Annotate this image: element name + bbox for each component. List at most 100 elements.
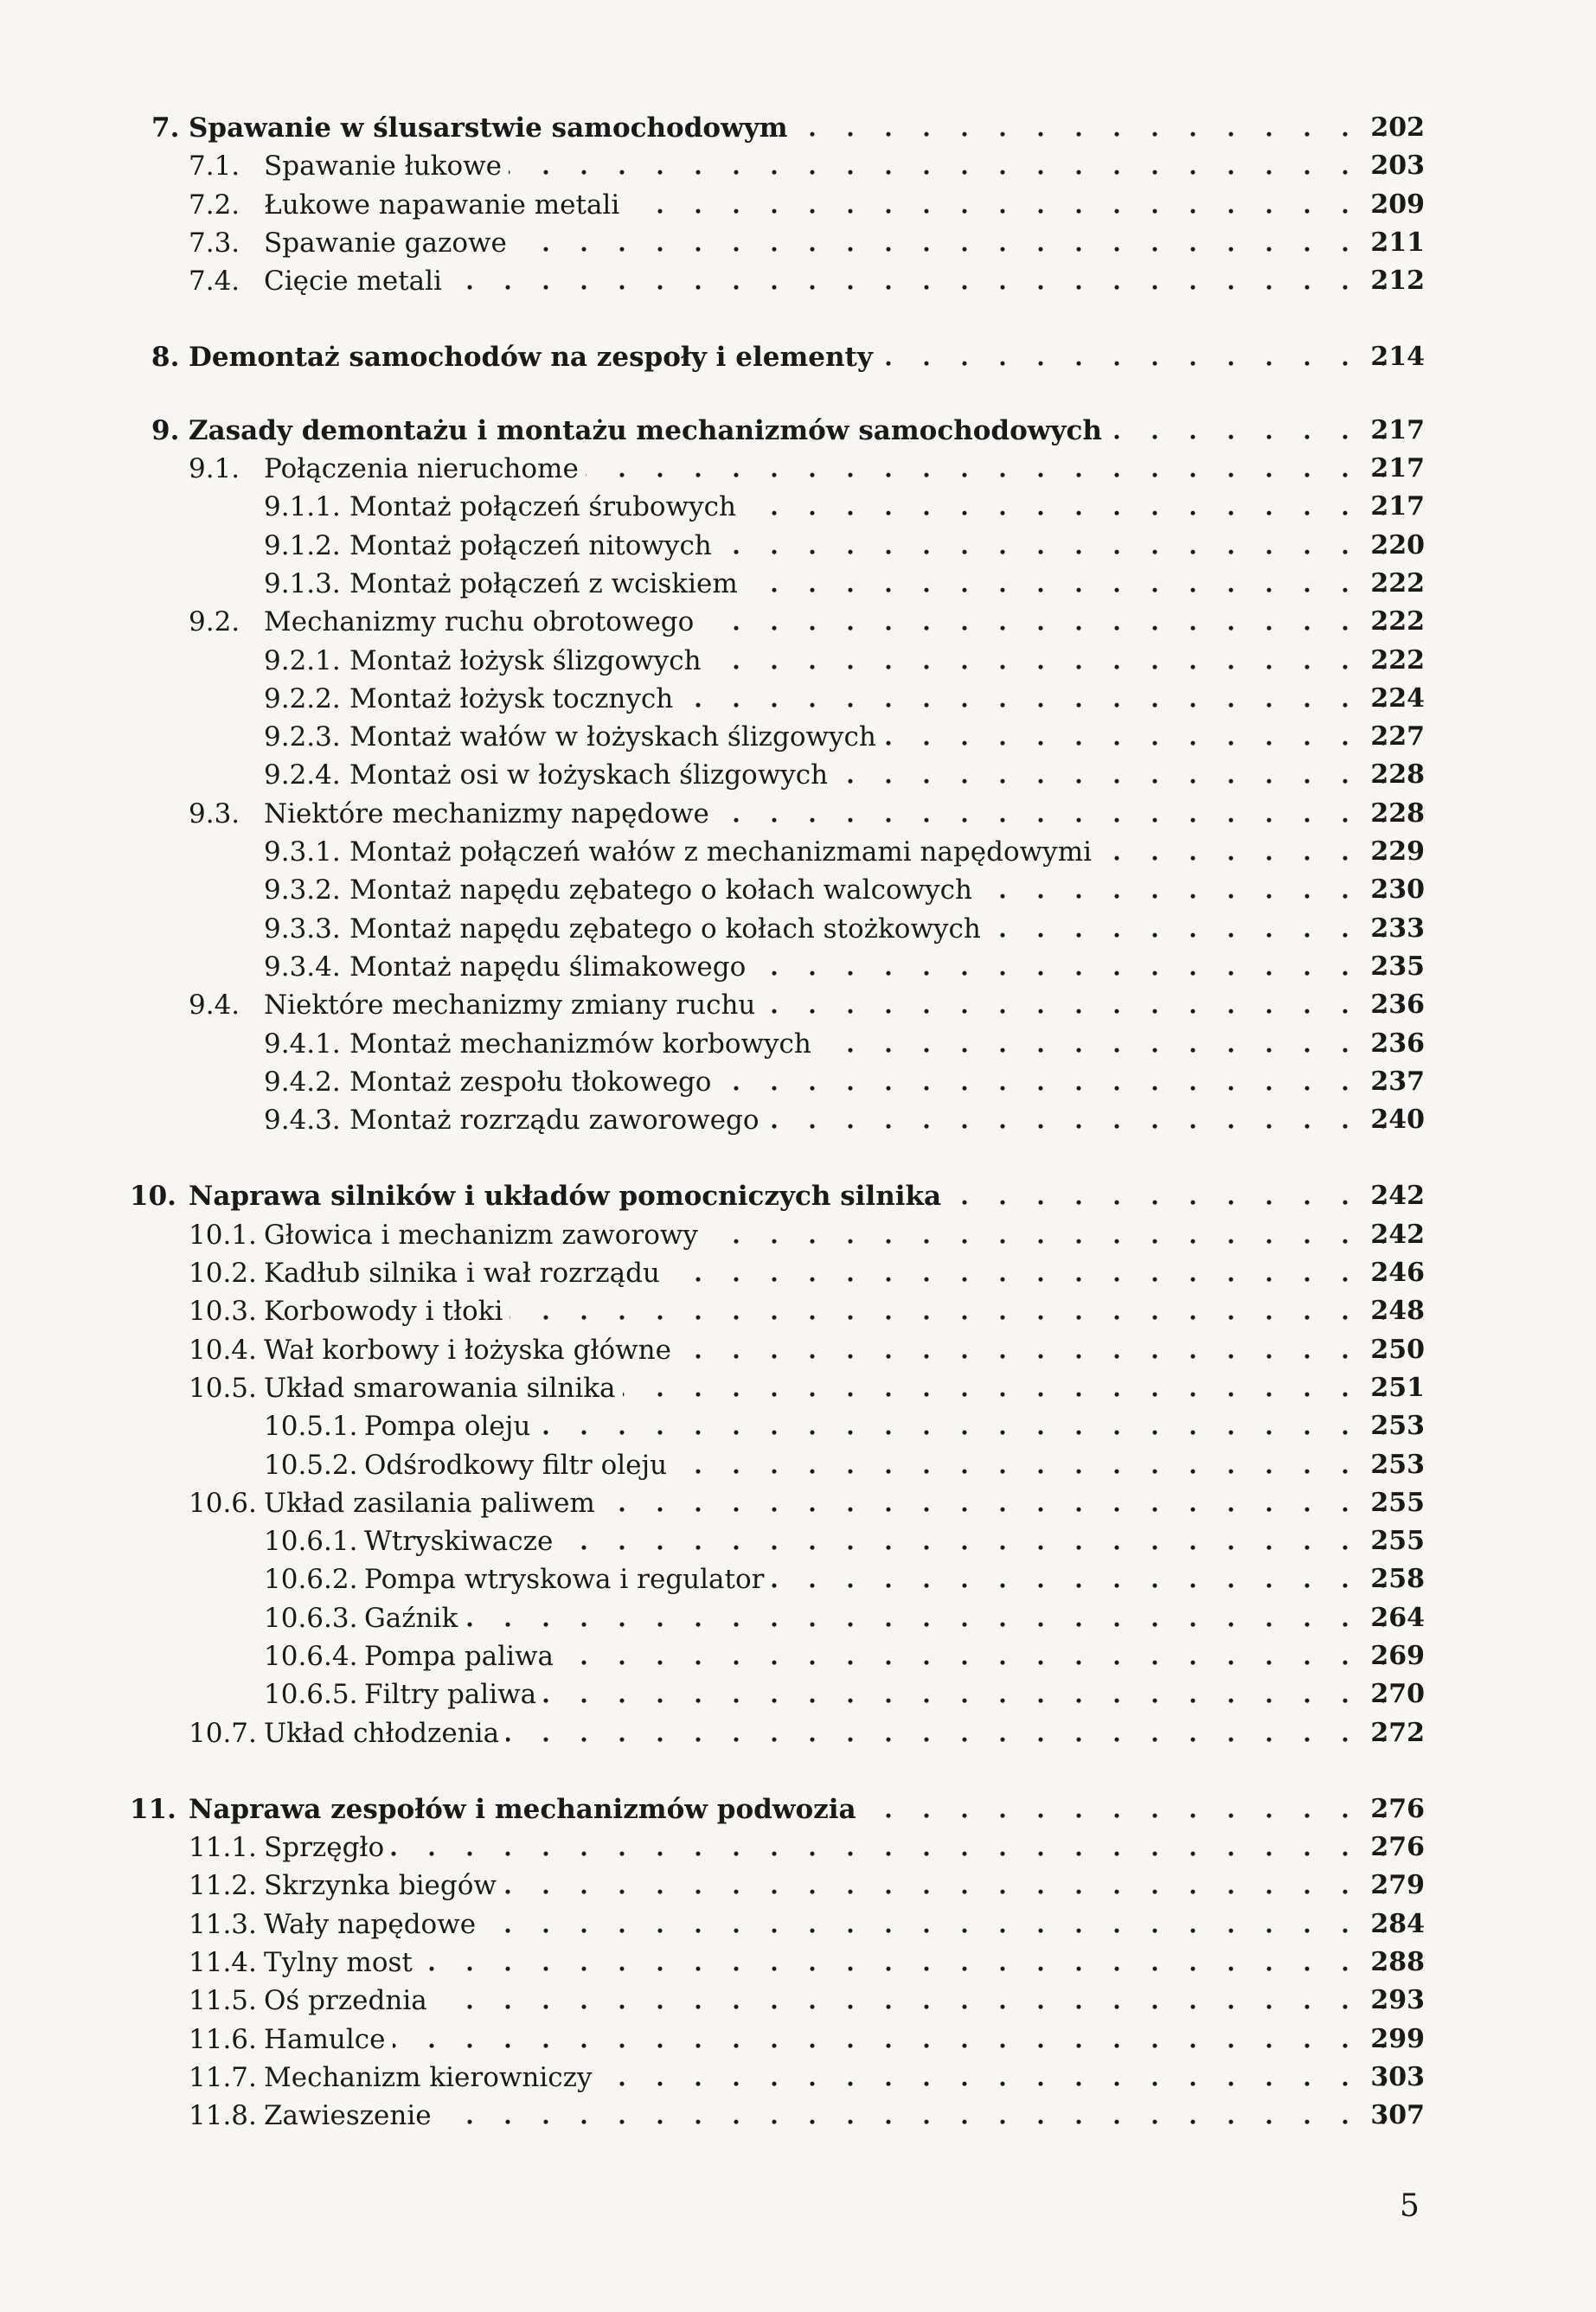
dot-leader	[708, 641, 1406, 680]
entry-page: 235	[1370, 951, 1425, 982]
entry-title: Montaż rozrządu zaworowego	[349, 1101, 766, 1140]
dot-leader	[449, 262, 1406, 301]
entry-number: 9.2.1.	[264, 644, 341, 676]
toc-entry: 11.1. Sprzęgło 276	[0, 1828, 1596, 1867]
dot-leader	[771, 1560, 1406, 1599]
dot-leader	[561, 1636, 1406, 1676]
entry-number: 9.1.	[189, 453, 240, 485]
entry-title: Kadłub silnika i wał rozrządu	[264, 1254, 667, 1293]
entry-title: Łukowe napawanie metali	[264, 185, 627, 224]
toc-entry: 9.1.3. Montaż połączeń z wciskiem 222	[0, 564, 1596, 604]
entry-page: 272	[1370, 1717, 1425, 1748]
entry-title: Montaż połączeń z wciskiem	[349, 564, 745, 604]
toc-entry: 10.3. Korbowody i tłoki 248	[0, 1292, 1596, 1331]
entry-number: 10.6.3.	[264, 1602, 358, 1634]
entry-page: 293	[1370, 1985, 1425, 2016]
entry-page: 203	[1370, 151, 1425, 182]
entry-title: Pompa paliwa	[364, 1636, 561, 1676]
entry-number: 7.1.	[189, 151, 240, 183]
entry-title: Montaż połączeń nitowych	[349, 526, 719, 565]
toc-entry: 9.2.1. Montaż łożysk ślizgowych 222	[0, 641, 1596, 680]
toc-entry: 7.4. Cięcie metali 212	[0, 262, 1596, 301]
dot-leader	[602, 1483, 1406, 1523]
entry-title: Połączenia nieruchome	[264, 450, 586, 489]
entry-page: 212	[1370, 266, 1425, 297]
toc-entry: 10.2. Kadłub silnika i wał rozrządu 246	[0, 1254, 1596, 1293]
page-number: 5	[1400, 2188, 1420, 2224]
entry-number: 9.1.1.	[264, 491, 341, 523]
entry-title: Tylny most	[264, 1944, 420, 1982]
entry-number: 7.3.	[189, 227, 240, 259]
toc-entry: 10.6.4. Pompa paliwa 269	[0, 1636, 1596, 1676]
entry-page: 255	[1370, 1526, 1425, 1557]
entry-page: 264	[1370, 1602, 1425, 1633]
toc-entry: 11.8. Zawieszenie 307	[0, 2097, 1596, 2136]
entry-number: 11.7.	[189, 2061, 257, 2093]
dot-leader	[393, 2020, 1406, 2059]
toc-entry: 9.3. Niektóre mechanizmy napędowe 228	[0, 794, 1596, 834]
dot-leader	[818, 1024, 1406, 1063]
dot-leader	[753, 947, 1406, 987]
dot-leader	[434, 1982, 1406, 2021]
entry-page: 209	[1370, 189, 1425, 220]
entry-number: 11.2.	[189, 1870, 257, 1902]
dot-leader	[705, 1215, 1406, 1255]
entry-number: 9.3.	[189, 797, 240, 829]
entry-page: 270	[1370, 1679, 1425, 1710]
toc-entry: 11.3. Wały napędowe 284	[0, 1905, 1596, 1944]
entry-number: 7.2.	[189, 189, 240, 221]
entry-number: 9.2.	[189, 606, 240, 638]
toc-entry: 10.6.1. Wtryskiwacze 255	[0, 1522, 1596, 1561]
entry-title: Zasady demontażu i montażu mechanizmów s…	[189, 411, 1109, 451]
entry-title: Demontaż samochodów na zespoły i element…	[189, 338, 880, 377]
entry-title: Korbowody i tłoki	[264, 1292, 510, 1331]
entry-number: 9.2.3.	[264, 721, 341, 753]
entry-title: Układ chłodzenia	[264, 1713, 507, 1752]
entry-number: 10.7.	[189, 1717, 257, 1749]
dot-leader	[626, 185, 1406, 224]
dot-leader	[537, 1407, 1406, 1446]
entry-title: Układ zasilania paliwem	[264, 1483, 602, 1523]
dot-leader	[506, 1713, 1406, 1752]
dot-leader	[586, 450, 1406, 489]
toc-entry: 10.6. Układ zasilania paliwem 255	[0, 1483, 1596, 1523]
entry-title: Pompa wtryskowa i regulator	[364, 1560, 772, 1599]
dot-leader	[465, 1598, 1406, 1637]
dot-leader	[543, 1675, 1406, 1714]
dot-leader	[667, 1254, 1406, 1293]
toc-entry: 9.3.3. Montaż napędu zębatego o kołach st…	[0, 909, 1596, 948]
entry-number: 11.4.	[189, 1947, 257, 1979]
entry-number: 9.4.3.	[264, 1105, 341, 1137]
entry-title: Montaż zespołu tłokowego	[349, 1062, 719, 1102]
toc-entry: 9.2.2. Montaż łożysk tocznych 224	[0, 679, 1596, 719]
entry-page: 299	[1370, 2023, 1425, 2054]
entry-number: 9.2.2.	[264, 682, 341, 714]
toc-entry: 9.3.1. Montaż połączeń wałów z mechanizma…	[0, 833, 1596, 872]
toc-entry: 11.4. Tylny most 288	[0, 1944, 1596, 1982]
dot-leader	[623, 1368, 1406, 1408]
table-of-contents: 7. Spawanie w ślusarstwie samochodowym 202…	[0, 109, 1596, 2136]
dot-leader	[948, 1177, 1406, 1216]
dot-leader	[719, 526, 1406, 565]
entry-number: 10.2.	[189, 1258, 257, 1290]
toc-entry: 9.3.2. Montaż napędu zębatego o kołach wa…	[0, 871, 1596, 910]
entry-number: 10.6.	[189, 1487, 257, 1519]
entry-number: 9.1.2.	[264, 529, 341, 561]
toc-entry: 10.7. Układ chłodzenia 272	[0, 1713, 1596, 1752]
entry-page: 228	[1370, 759, 1425, 791]
entry-number: 11.1.	[189, 1832, 257, 1864]
entry-page: 284	[1370, 1908, 1425, 1939]
dot-leader	[883, 718, 1406, 757]
entry-page: 230	[1370, 874, 1425, 906]
toc-entry: 10.5.1. Pompa oleju 253	[0, 1407, 1596, 1446]
toc-entry: 10.5. Układ smarowania silnika 251	[0, 1368, 1596, 1408]
entry-page: 222	[1370, 606, 1425, 637]
entry-title: Montaż mechanizmów korbowych	[349, 1024, 818, 1063]
entry-title: Wał korbowy i łożyska główne	[264, 1330, 678, 1369]
toc-entry: 11.2. Skrzynka biegów 279	[0, 1867, 1596, 1905]
entry-title: Gaźnik	[364, 1598, 465, 1637]
toc-entry: 7.2. Łukowe napawanie metali 209	[0, 185, 1596, 224]
entry-page: 236	[1370, 1028, 1425, 1059]
entry-page: 222	[1370, 567, 1425, 599]
entry-page: 217	[1370, 453, 1425, 484]
